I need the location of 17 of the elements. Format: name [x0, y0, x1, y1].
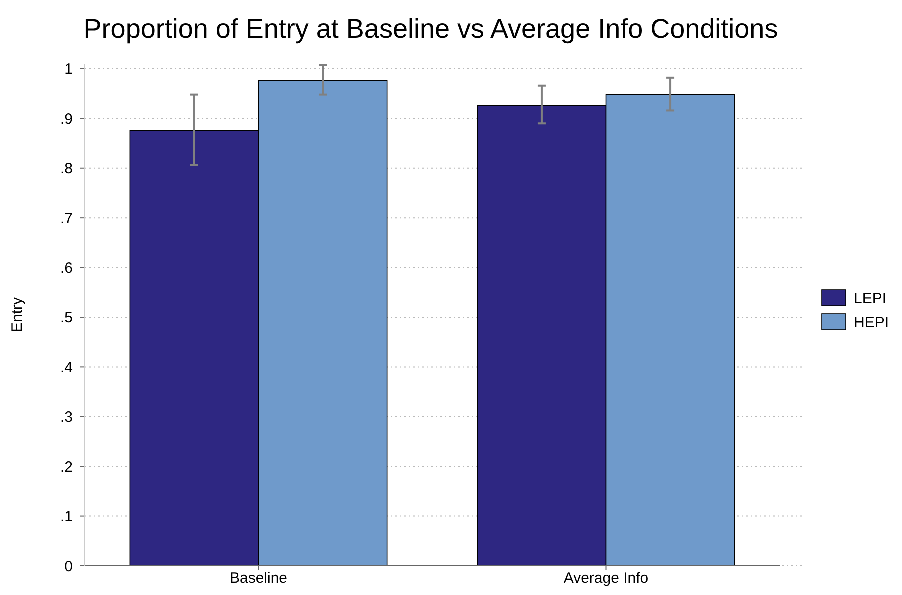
y-tick-label: .1: [60, 508, 73, 526]
legend-label: HEPI: [854, 314, 890, 332]
y-tick-label: 1: [64, 61, 73, 78]
y-tick-label: .6: [60, 260, 73, 278]
x-tick-label: Baseline: [230, 570, 288, 587]
y-tick-label: .9: [60, 110, 73, 128]
y-tick-label: .4: [60, 359, 73, 376]
y-tick-label: .7: [60, 210, 73, 228]
y-tick-label: .5: [60, 310, 73, 327]
y-tick-label: .2: [60, 458, 73, 476]
y-tick-label: .3: [60, 409, 73, 426]
y-tick-label: .8: [60, 160, 73, 178]
chart-title: Proportion of Entry at Baseline vs Average Info Conditions: [84, 14, 778, 44]
y-tick-label: 0: [64, 558, 73, 576]
legend-label: LEPI: [854, 290, 887, 308]
x-tick-label: Average Info: [564, 570, 649, 587]
y-axis-title: Entry: [9, 297, 26, 333]
